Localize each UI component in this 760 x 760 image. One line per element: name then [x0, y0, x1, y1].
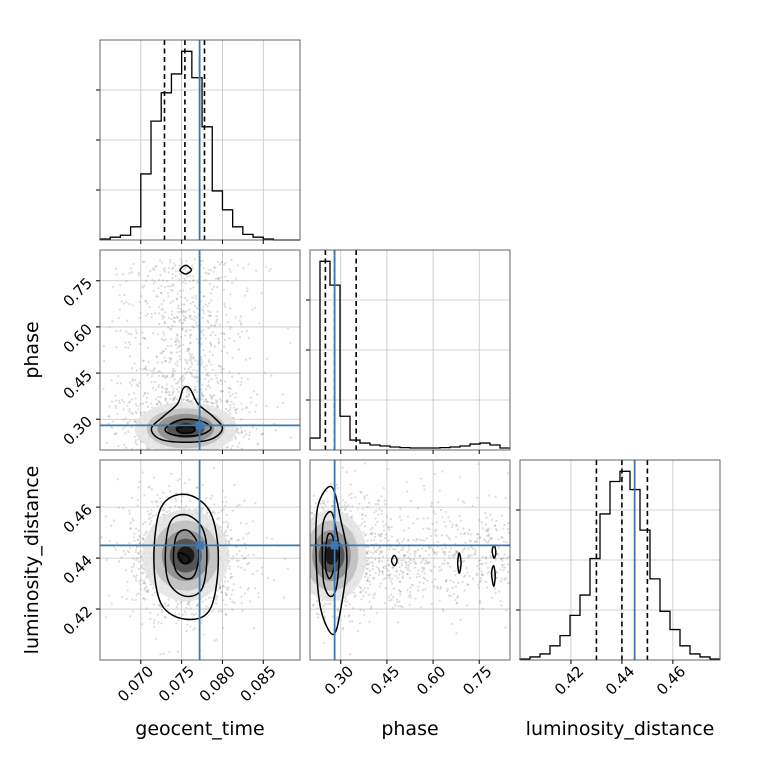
contour-1	[164, 513, 208, 598]
x-tick-label-luminosity_distance: 0.46	[653, 662, 689, 698]
scatter-points	[310, 462, 510, 656]
panel-frame	[309, 459, 511, 661]
y-axis-label-phase: phase	[21, 321, 43, 378]
y-tick-label-luminosity_distance: 0.46	[60, 500, 96, 536]
contour-0	[150, 385, 224, 444]
x-tick-label-luminosity_distance: 0.42	[551, 662, 587, 698]
x-tick-label-phase: 0.60	[413, 662, 449, 698]
y-axis-label-luminosity_distance: luminosity_distance	[21, 466, 43, 655]
panel-frame	[99, 39, 301, 241]
contour-3	[390, 554, 398, 567]
x-tick-label-luminosity_distance: 0.44	[602, 662, 638, 698]
histogram-step-line	[99, 50, 300, 241]
y-tick-label-luminosity_distance: 0.42	[60, 602, 96, 638]
x-axis-label-luminosity_distance: luminosity_distance	[526, 718, 715, 740]
panel-content	[310, 460, 510, 660]
panel-frame	[99, 459, 301, 661]
contour-0	[153, 493, 220, 621]
x-tick-label-geocent_time: 0.080	[196, 662, 239, 705]
truth-marker	[330, 541, 339, 550]
contour-4	[456, 552, 462, 575]
y-tick-label-phase: 0.60	[60, 320, 96, 356]
hist-panel-phase	[306, 249, 511, 454]
y-tick-label-luminosity_distance: 0.44	[60, 551, 96, 587]
histogram-step-line	[519, 470, 720, 660]
x-axis-label-geocent_time: geocent_time	[135, 718, 264, 740]
truth-marker	[195, 541, 204, 550]
panel-content	[100, 460, 300, 660]
panel-content	[100, 250, 300, 450]
contour-0	[314, 485, 348, 636]
hist-panel-luminosity_distance	[516, 459, 721, 664]
density-panel-phase-vs-luminosity_distance	[309, 459, 511, 664]
contour-1	[321, 510, 341, 598]
truth-marker	[195, 421, 204, 430]
density-panel-geocent_time-vs-luminosity_distance	[96, 459, 301, 664]
x-tick-label-phase: 0.45	[367, 662, 403, 698]
y-tick-label-phase: 0.30	[60, 413, 96, 449]
contour-1	[164, 418, 212, 437]
panel-frame	[519, 459, 721, 661]
x-tick-label-geocent_time: 0.075	[155, 662, 198, 705]
histogram-step-line	[309, 260, 510, 450]
x-tick-label-geocent_time: 0.085	[237, 662, 280, 705]
density-panel-geocent_time-vs-phase	[96, 249, 301, 454]
x-tick-label-phase: 0.75	[459, 662, 495, 698]
contour-5	[490, 564, 496, 587]
contour-3	[177, 551, 191, 565]
hist-panel-geocent_time	[96, 39, 301, 244]
panel-frame	[99, 249, 301, 451]
panel-frame	[309, 249, 511, 451]
contour-3	[179, 264, 193, 275]
x-tick-label-phase: 0.30	[321, 662, 357, 698]
x-axis-label-phase: phase	[381, 718, 438, 740]
y-tick-label-phase: 0.75	[60, 274, 96, 310]
x-tick-label-geocent_time: 0.070	[114, 662, 157, 705]
y-tick-label-phase: 0.45	[60, 366, 96, 402]
